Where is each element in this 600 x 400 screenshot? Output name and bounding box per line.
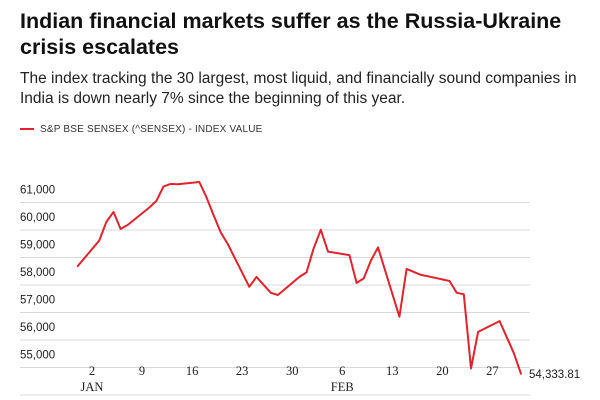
x-tick-label: 30 <box>286 364 299 378</box>
legend-swatch <box>20 128 34 130</box>
y-tick-label: 56,000 <box>20 322 55 334</box>
y-tick-label: 58,000 <box>20 267 55 279</box>
x-tick-label: 23 <box>236 364 249 378</box>
month-label: FEB <box>331 380 354 394</box>
x-tick-label: 2 <box>89 364 95 378</box>
month-label: JAN <box>81 380 104 394</box>
y-tick-label: 59,000 <box>20 240 55 252</box>
x-tick-label: 13 <box>386 364 399 378</box>
y-tick-label: 55,000 <box>20 350 55 362</box>
chart-subtitle: The index tracking the 30 largest, most … <box>20 70 577 107</box>
x-tick-label: 9 <box>139 364 145 378</box>
legend-label: S&P BSE SENSEX (^SENSEX) - INDEX VALUE <box>40 123 263 135</box>
x-tick-label: 27 <box>486 364 499 378</box>
chart-title: Indian financial markets suffer as the R… <box>20 9 562 59</box>
end-value-label: 54,333.81 <box>529 369 580 381</box>
x-tick-label: 16 <box>186 364 199 378</box>
x-tick-label: 20 <box>436 364 449 378</box>
y-tick-label: 57,000 <box>20 295 55 307</box>
y-tick-label: 61,000 <box>20 185 55 197</box>
x-tick-label: 6 <box>339 364 345 378</box>
legend: S&P BSE SENSEX (^SENSEX) - INDEX VALUE <box>20 122 263 136</box>
y-tick-label: 60,000 <box>20 212 55 224</box>
series-line <box>76 181 522 375</box>
